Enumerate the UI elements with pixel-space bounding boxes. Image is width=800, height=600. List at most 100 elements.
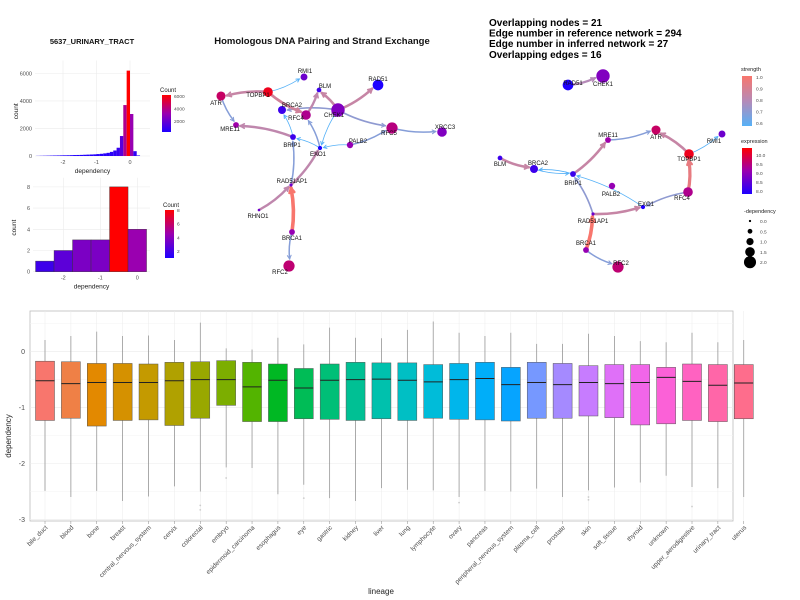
x-tick-label: -2 bbox=[61, 276, 66, 282]
expression-colorbar bbox=[742, 148, 752, 194]
node-label: RFC2 bbox=[613, 261, 629, 267]
network-edge bbox=[571, 141, 607, 176]
network-stat: Edge number in reference network = 294 bbox=[489, 29, 682, 40]
legend-title: Count bbox=[163, 203, 179, 209]
edge-arrowhead bbox=[599, 141, 606, 149]
box bbox=[190, 361, 211, 419]
network-title: Homologous DNA Pairing and Strand Exchan… bbox=[214, 36, 430, 47]
network-node bbox=[608, 182, 616, 190]
outlier-point bbox=[587, 498, 590, 501]
x-tick-label: 0 bbox=[128, 160, 131, 166]
network-stat: Edge number in inferred network = 27 bbox=[489, 39, 669, 50]
histogram-bar bbox=[126, 70, 130, 156]
legend-colorbar bbox=[165, 210, 174, 258]
network-edge bbox=[323, 144, 351, 149]
box bbox=[345, 362, 366, 421]
histogram-bar bbox=[113, 150, 117, 156]
legend-label: 0.5 bbox=[760, 229, 767, 235]
node-label: TOPBP1 bbox=[677, 157, 701, 163]
outlier-point bbox=[587, 496, 590, 498]
network-stat: Overlapping edges = 16 bbox=[489, 50, 602, 61]
box bbox=[552, 363, 573, 419]
box bbox=[112, 363, 133, 421]
network-node bbox=[346, 141, 354, 149]
edge-arrowhead bbox=[380, 122, 387, 128]
network-legends: strength 1.0 0.9 0.8 0.7 0.6 expression 10.0 9.5… bbox=[741, 67, 776, 269]
y-tick-label: 4 bbox=[27, 227, 30, 233]
x-tick-label: -1 bbox=[98, 276, 103, 282]
network-node bbox=[386, 122, 398, 134]
network-node bbox=[605, 137, 611, 143]
node-label: BRIP1 bbox=[564, 181, 582, 187]
size-legend-dot bbox=[747, 228, 753, 234]
box bbox=[35, 360, 55, 421]
edge-arrowhead bbox=[645, 201, 651, 207]
node-label: BLM bbox=[319, 84, 331, 90]
node-label: BLM bbox=[494, 162, 506, 168]
legend-label: 9.0 bbox=[756, 171, 763, 177]
node-label: MRE11 bbox=[220, 127, 240, 133]
network-edge bbox=[607, 130, 651, 141]
network-edge bbox=[289, 186, 296, 234]
x-tick-label: blood bbox=[59, 524, 75, 540]
histogram-bar bbox=[130, 114, 134, 156]
edge-arrowhead bbox=[659, 132, 667, 139]
x-tick-label: central_nervous_system bbox=[98, 524, 153, 579]
x-tick-label: skin bbox=[580, 524, 593, 537]
y-tick-label: -1 bbox=[19, 405, 25, 412]
network-node bbox=[290, 134, 296, 140]
x-tick-label: cervix bbox=[162, 524, 179, 541]
legend-title: Count bbox=[160, 88, 176, 94]
edge-arrowhead bbox=[283, 185, 290, 193]
legend-label: 1.0 bbox=[756, 75, 763, 81]
x-tick-label: uterus bbox=[730, 524, 748, 542]
x-tick-label: lymphocyte bbox=[409, 524, 437, 552]
edge-arrowhead bbox=[589, 77, 597, 83]
legend-label: 6 bbox=[177, 222, 180, 228]
histogram-bar bbox=[53, 250, 73, 272]
x-tick-label: upper_aerodigestive bbox=[650, 524, 697, 571]
y-tick-label: 2000 bbox=[20, 126, 32, 132]
network-edge bbox=[591, 206, 641, 216]
y-tick-label: 0 bbox=[29, 154, 32, 160]
histogram-bar bbox=[136, 155, 141, 156]
x-tick-label: thyroid bbox=[626, 524, 645, 543]
x-tick-label: gastric bbox=[316, 524, 335, 543]
box bbox=[630, 364, 650, 426]
network-node bbox=[372, 79, 384, 91]
histogram-lineage: 0 2 4 6 8 -2 -1 0 dependency count Count 2 4 6 8 bbox=[11, 177, 180, 291]
histogram-bar bbox=[72, 239, 92, 272]
histogram-bar bbox=[96, 154, 100, 156]
legend-title: -dependency bbox=[744, 209, 776, 215]
outlier-point bbox=[199, 508, 202, 511]
histogram-bar bbox=[59, 155, 63, 156]
node-label: RAD51AP1 bbox=[277, 179, 308, 185]
outlier-point bbox=[458, 501, 460, 504]
node-label: RFC2 bbox=[272, 270, 288, 276]
legend-label: 9.5 bbox=[756, 162, 763, 168]
strength-colorbar bbox=[742, 76, 752, 126]
edge-arrowhead bbox=[295, 78, 301, 83]
network-node bbox=[316, 87, 322, 93]
node-label: ATR bbox=[210, 101, 222, 107]
x-tick-label: 0 bbox=[136, 276, 139, 282]
y-tick-label: 0 bbox=[27, 270, 30, 276]
legend-title: expression bbox=[741, 139, 768, 145]
network-edge bbox=[498, 156, 531, 169]
network-stat: Overlapping nodes = 21 bbox=[489, 18, 603, 29]
edge-arrowhead bbox=[229, 116, 235, 122]
network-node bbox=[596, 69, 610, 83]
histogram-bar bbox=[106, 152, 110, 156]
x-tick-label: lung bbox=[398, 524, 412, 538]
network-node bbox=[612, 261, 624, 273]
legend-label: 0.8 bbox=[756, 98, 763, 104]
edge-arrowhead bbox=[295, 107, 303, 114]
legend-label: 6000 bbox=[174, 94, 185, 100]
network-node bbox=[331, 103, 345, 117]
reference-network: Homologous DNA Pairing and Strand Exchan… bbox=[210, 36, 456, 276]
outlier-point bbox=[302, 497, 305, 500]
box bbox=[397, 362, 418, 421]
network-node bbox=[718, 130, 726, 138]
y-tick-label: 8 bbox=[27, 185, 30, 191]
